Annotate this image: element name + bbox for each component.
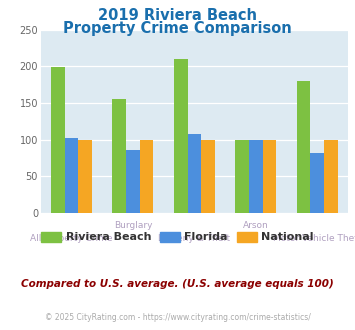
Bar [174,59,187,213]
Bar [78,140,92,213]
Text: Motor Vehicle Theft: Motor Vehicle Theft [273,234,355,243]
Bar [140,140,153,213]
Text: Burglary: Burglary [114,221,152,230]
Bar [65,138,78,213]
Bar [249,140,263,213]
Text: Property Crime Comparison: Property Crime Comparison [63,21,292,36]
Bar [297,81,310,213]
Text: All Property Crime: All Property Crime [30,234,113,243]
Text: Arson: Arson [243,221,269,230]
Bar [324,140,338,213]
Bar [310,153,324,213]
Text: 2019 Riviera Beach: 2019 Riviera Beach [98,8,257,23]
Bar [201,140,215,213]
Bar [235,140,249,213]
Bar [126,150,140,213]
Legend: Riviera Beach, Florida, National: Riviera Beach, Florida, National [37,227,318,247]
Text: Compared to U.S. average. (U.S. average equals 100): Compared to U.S. average. (U.S. average … [21,279,334,289]
Bar [113,99,126,213]
Text: © 2025 CityRating.com - https://www.cityrating.com/crime-statistics/: © 2025 CityRating.com - https://www.city… [45,313,310,322]
Bar [187,134,201,213]
Bar [51,67,65,213]
Bar [263,140,276,213]
Text: Larceny & Theft: Larceny & Theft [158,234,230,243]
